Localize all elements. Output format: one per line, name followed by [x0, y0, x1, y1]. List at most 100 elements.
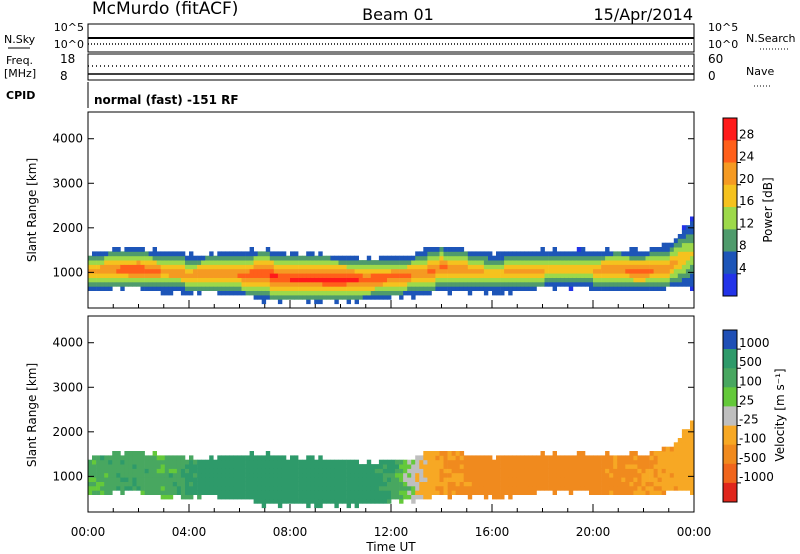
echo-cell [560, 464, 566, 469]
echo-cell [504, 260, 509, 265]
echo-cell [326, 490, 331, 495]
echo-cell [168, 268, 174, 274]
echo-cell [306, 485, 311, 491]
echo-cell [217, 277, 222, 283]
cpid-label: CPID [6, 89, 35, 102]
echo-cell [637, 481, 642, 487]
echo-cell [423, 281, 428, 287]
echo-cell [524, 481, 529, 487]
echo-cell [403, 472, 408, 478]
echo-cell [221, 251, 226, 257]
echo-cell [629, 464, 634, 469]
echo-cell [281, 264, 287, 270]
echo-cell [677, 234, 683, 239]
echo-cell [176, 273, 182, 278]
echo-cell [197, 264, 202, 270]
y-tick-label: 2000 [52, 425, 83, 439]
echo-cell [253, 260, 258, 265]
echo-cell [144, 472, 149, 478]
echo-cell [269, 490, 275, 495]
echo-cell [257, 494, 263, 500]
echo-cell [326, 464, 331, 469]
x-tick-label: 04:00 [172, 525, 207, 539]
echo-cell [310, 459, 315, 465]
echo-cell [580, 472, 586, 478]
echo-cell [584, 273, 590, 278]
echo-cell [391, 268, 396, 274]
echo-cell [621, 281, 626, 287]
echo-cell [520, 468, 525, 474]
echo-cell [584, 264, 590, 270]
echo-cell [552, 468, 557, 474]
echo-cell [350, 459, 355, 465]
echo-cell [633, 273, 638, 278]
echo-cell [96, 485, 101, 491]
echo-cell [504, 481, 509, 487]
echo-cell [451, 490, 456, 495]
echo-cell [253, 468, 258, 474]
echo-cell [637, 260, 642, 265]
echo-cell [564, 264, 570, 270]
echo-cell [156, 251, 162, 257]
echo-cell [269, 481, 275, 487]
echo-cell [322, 264, 327, 270]
echo-cell [601, 251, 606, 257]
echo-cell [568, 286, 574, 291]
echo-cell [273, 468, 279, 474]
echo-cell [298, 485, 303, 491]
echo-cell [100, 273, 105, 278]
echo-cell [488, 268, 493, 274]
echo-cell [128, 273, 133, 278]
echo-cell [358, 485, 364, 491]
echo-cell [399, 472, 404, 478]
echo-cell [116, 472, 121, 478]
echo-cell [342, 268, 347, 274]
echo-cell [572, 468, 578, 474]
echo-cell [92, 286, 97, 291]
echo-cell [112, 481, 117, 487]
nsearch-label: N.Search [746, 32, 796, 45]
echo-cell [597, 468, 602, 474]
echo-cell [201, 277, 206, 283]
echo-cell [617, 472, 622, 478]
echo-cell [156, 273, 162, 278]
echo-cell [112, 459, 117, 465]
echo-cell [156, 255, 162, 261]
echo-cell [350, 268, 355, 274]
echo-cell [233, 290, 238, 296]
echo-cell [314, 294, 319, 300]
echo-cell [176, 268, 182, 274]
echo-cell [213, 260, 218, 265]
echo-cell [374, 485, 380, 491]
echo-cell [185, 286, 190, 291]
freq-label: Freq. [6, 54, 33, 67]
echo-cell [540, 268, 545, 274]
echo-cell [439, 451, 444, 456]
echo-cell [528, 485, 533, 491]
echo-cell [100, 477, 105, 482]
echo-cell [286, 481, 291, 487]
echo-cell [168, 251, 174, 257]
echo-cell [500, 264, 505, 270]
echo-cell [617, 273, 622, 278]
echo-cell [265, 498, 271, 504]
echo-cell [633, 485, 638, 491]
echo-cell [467, 251, 473, 257]
echo-cell [641, 264, 646, 270]
echo-cell [467, 464, 473, 469]
echo-cell [516, 255, 521, 261]
echo-cell [431, 490, 436, 495]
echo-cell [294, 477, 299, 482]
echo-cell [241, 464, 246, 469]
echo-cell [120, 485, 125, 491]
echo-cell [193, 464, 198, 469]
echo-cell [269, 277, 275, 283]
echo-cell [201, 255, 206, 261]
echo-cell [564, 485, 570, 491]
echo-cell [512, 251, 517, 257]
echo-cell [423, 255, 428, 261]
echo-cell [552, 481, 557, 487]
echo-cell [277, 255, 283, 261]
echo-cell [326, 281, 331, 287]
